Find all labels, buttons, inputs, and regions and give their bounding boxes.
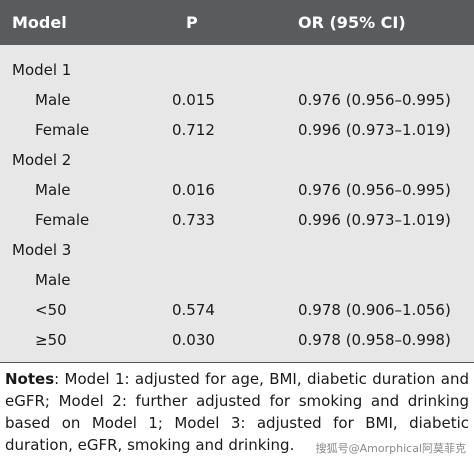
- p-value: 0.016: [172, 181, 215, 199]
- row-label: ≥50: [35, 331, 67, 349]
- or-value: 0.976 (0.956–0.995): [298, 91, 451, 109]
- header-cell: OR (95% CI): [298, 13, 406, 32]
- or-value: 0.996 (0.973–1.019): [298, 121, 451, 139]
- notes: Notes: Model 1: adjusted for age, BMI, d…: [5, 368, 469, 456]
- or-value: 0.996 (0.973–1.019): [298, 211, 451, 229]
- group-label: Model 2: [12, 151, 72, 169]
- table: Model P OR (95% CI) Model 1 Male 0.015 0.976 …: [0, 0, 474, 363]
- p-value: 0.712: [172, 121, 215, 139]
- p-value: 0.733: [172, 211, 215, 229]
- or-value: 0.976 (0.956–0.995): [298, 181, 451, 199]
- table-header: Model P OR (95% CI): [0, 0, 474, 45]
- notes-label: Notes: [5, 370, 55, 388]
- row-label: Male: [35, 181, 71, 199]
- row-label: Male: [35, 91, 71, 109]
- row-label: Female: [35, 121, 90, 139]
- group-label: Model 3: [12, 241, 72, 259]
- row-label: Male: [35, 271, 71, 289]
- group-label: Model 1: [12, 61, 72, 79]
- row-label: <50: [35, 301, 67, 319]
- p-value: 0.015: [172, 91, 215, 109]
- row-label: Female: [35, 211, 90, 229]
- notes-text: : Model 1: adjusted for age, BMI, diabet…: [5, 370, 469, 454]
- header-cell: P: [186, 13, 198, 32]
- p-value: 0.574: [172, 301, 215, 319]
- p-value: 0.030: [172, 331, 215, 349]
- or-value: 0.978 (0.958–0.998): [298, 331, 451, 349]
- header-cell: Model: [12, 13, 67, 32]
- watermark: 搜狐号@Amorphical阿莫菲克: [315, 442, 466, 455]
- or-value: 0.978 (0.906–1.056): [298, 301, 451, 319]
